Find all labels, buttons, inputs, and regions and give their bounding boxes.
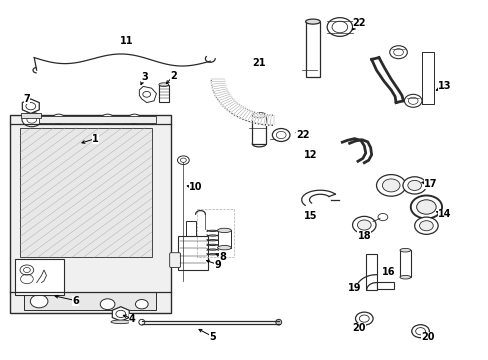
Polygon shape xyxy=(139,86,156,103)
Text: 4: 4 xyxy=(128,314,135,324)
Ellipse shape xyxy=(252,113,265,118)
Text: 6: 6 xyxy=(72,296,79,306)
Polygon shape xyxy=(22,99,39,113)
Circle shape xyxy=(402,177,426,194)
Bar xyxy=(197,209,233,257)
Circle shape xyxy=(52,114,65,123)
Circle shape xyxy=(272,129,289,141)
Text: 17: 17 xyxy=(423,179,436,189)
Text: 9: 9 xyxy=(214,260,221,270)
Text: 20: 20 xyxy=(420,332,434,342)
Text: 1: 1 xyxy=(92,134,99,144)
Text: 8: 8 xyxy=(219,252,225,262)
Circle shape xyxy=(414,217,437,234)
Text: 15: 15 xyxy=(303,211,317,221)
Ellipse shape xyxy=(399,248,410,252)
Text: 5: 5 xyxy=(209,332,216,342)
Circle shape xyxy=(101,114,114,123)
Text: 3: 3 xyxy=(141,72,147,82)
Circle shape xyxy=(357,220,370,230)
Circle shape xyxy=(382,179,399,192)
Ellipse shape xyxy=(159,83,168,86)
Circle shape xyxy=(407,180,421,190)
Ellipse shape xyxy=(399,275,410,279)
Circle shape xyxy=(404,94,421,107)
Bar xyxy=(376,282,393,289)
Ellipse shape xyxy=(275,319,281,325)
Bar xyxy=(10,115,171,313)
Circle shape xyxy=(411,325,428,338)
Text: 22: 22 xyxy=(352,18,366,28)
Bar xyxy=(185,221,195,237)
Bar xyxy=(365,254,376,290)
Ellipse shape xyxy=(252,141,265,147)
Circle shape xyxy=(389,46,407,59)
Text: 7: 7 xyxy=(23,94,30,104)
Text: 2: 2 xyxy=(170,71,177,81)
Circle shape xyxy=(376,175,405,196)
Ellipse shape xyxy=(139,319,144,325)
Bar xyxy=(217,230,231,248)
Circle shape xyxy=(30,295,48,308)
Text: 18: 18 xyxy=(357,231,370,241)
Bar xyxy=(305,22,320,77)
Bar xyxy=(15,259,63,295)
Text: 16: 16 xyxy=(381,267,395,277)
Circle shape xyxy=(416,200,435,214)
Circle shape xyxy=(419,221,432,231)
Circle shape xyxy=(135,300,148,309)
Bar xyxy=(39,116,156,123)
Text: 10: 10 xyxy=(188,182,202,192)
Bar xyxy=(20,128,151,257)
Ellipse shape xyxy=(217,246,231,250)
Polygon shape xyxy=(112,307,129,321)
Circle shape xyxy=(100,299,115,310)
Ellipse shape xyxy=(305,19,320,24)
Bar xyxy=(252,115,265,144)
Text: 20: 20 xyxy=(352,323,366,333)
Bar xyxy=(159,85,168,102)
FancyBboxPatch shape xyxy=(169,253,180,267)
Text: 13: 13 xyxy=(437,81,451,91)
Circle shape xyxy=(352,216,375,234)
Text: 11: 11 xyxy=(120,36,134,46)
Bar xyxy=(21,113,41,118)
Bar xyxy=(399,250,410,277)
Text: 14: 14 xyxy=(437,209,451,219)
Circle shape xyxy=(128,114,141,123)
Ellipse shape xyxy=(111,320,130,324)
Text: 19: 19 xyxy=(347,283,361,293)
Bar xyxy=(178,236,207,270)
Text: 21: 21 xyxy=(252,58,265,68)
Circle shape xyxy=(410,195,441,219)
Bar xyxy=(24,292,156,310)
Text: 12: 12 xyxy=(303,150,317,160)
Bar xyxy=(421,52,433,104)
Text: 22: 22 xyxy=(296,130,309,140)
Circle shape xyxy=(326,18,352,36)
Circle shape xyxy=(22,112,41,127)
Ellipse shape xyxy=(217,228,231,233)
Circle shape xyxy=(355,312,372,325)
Circle shape xyxy=(177,156,189,165)
